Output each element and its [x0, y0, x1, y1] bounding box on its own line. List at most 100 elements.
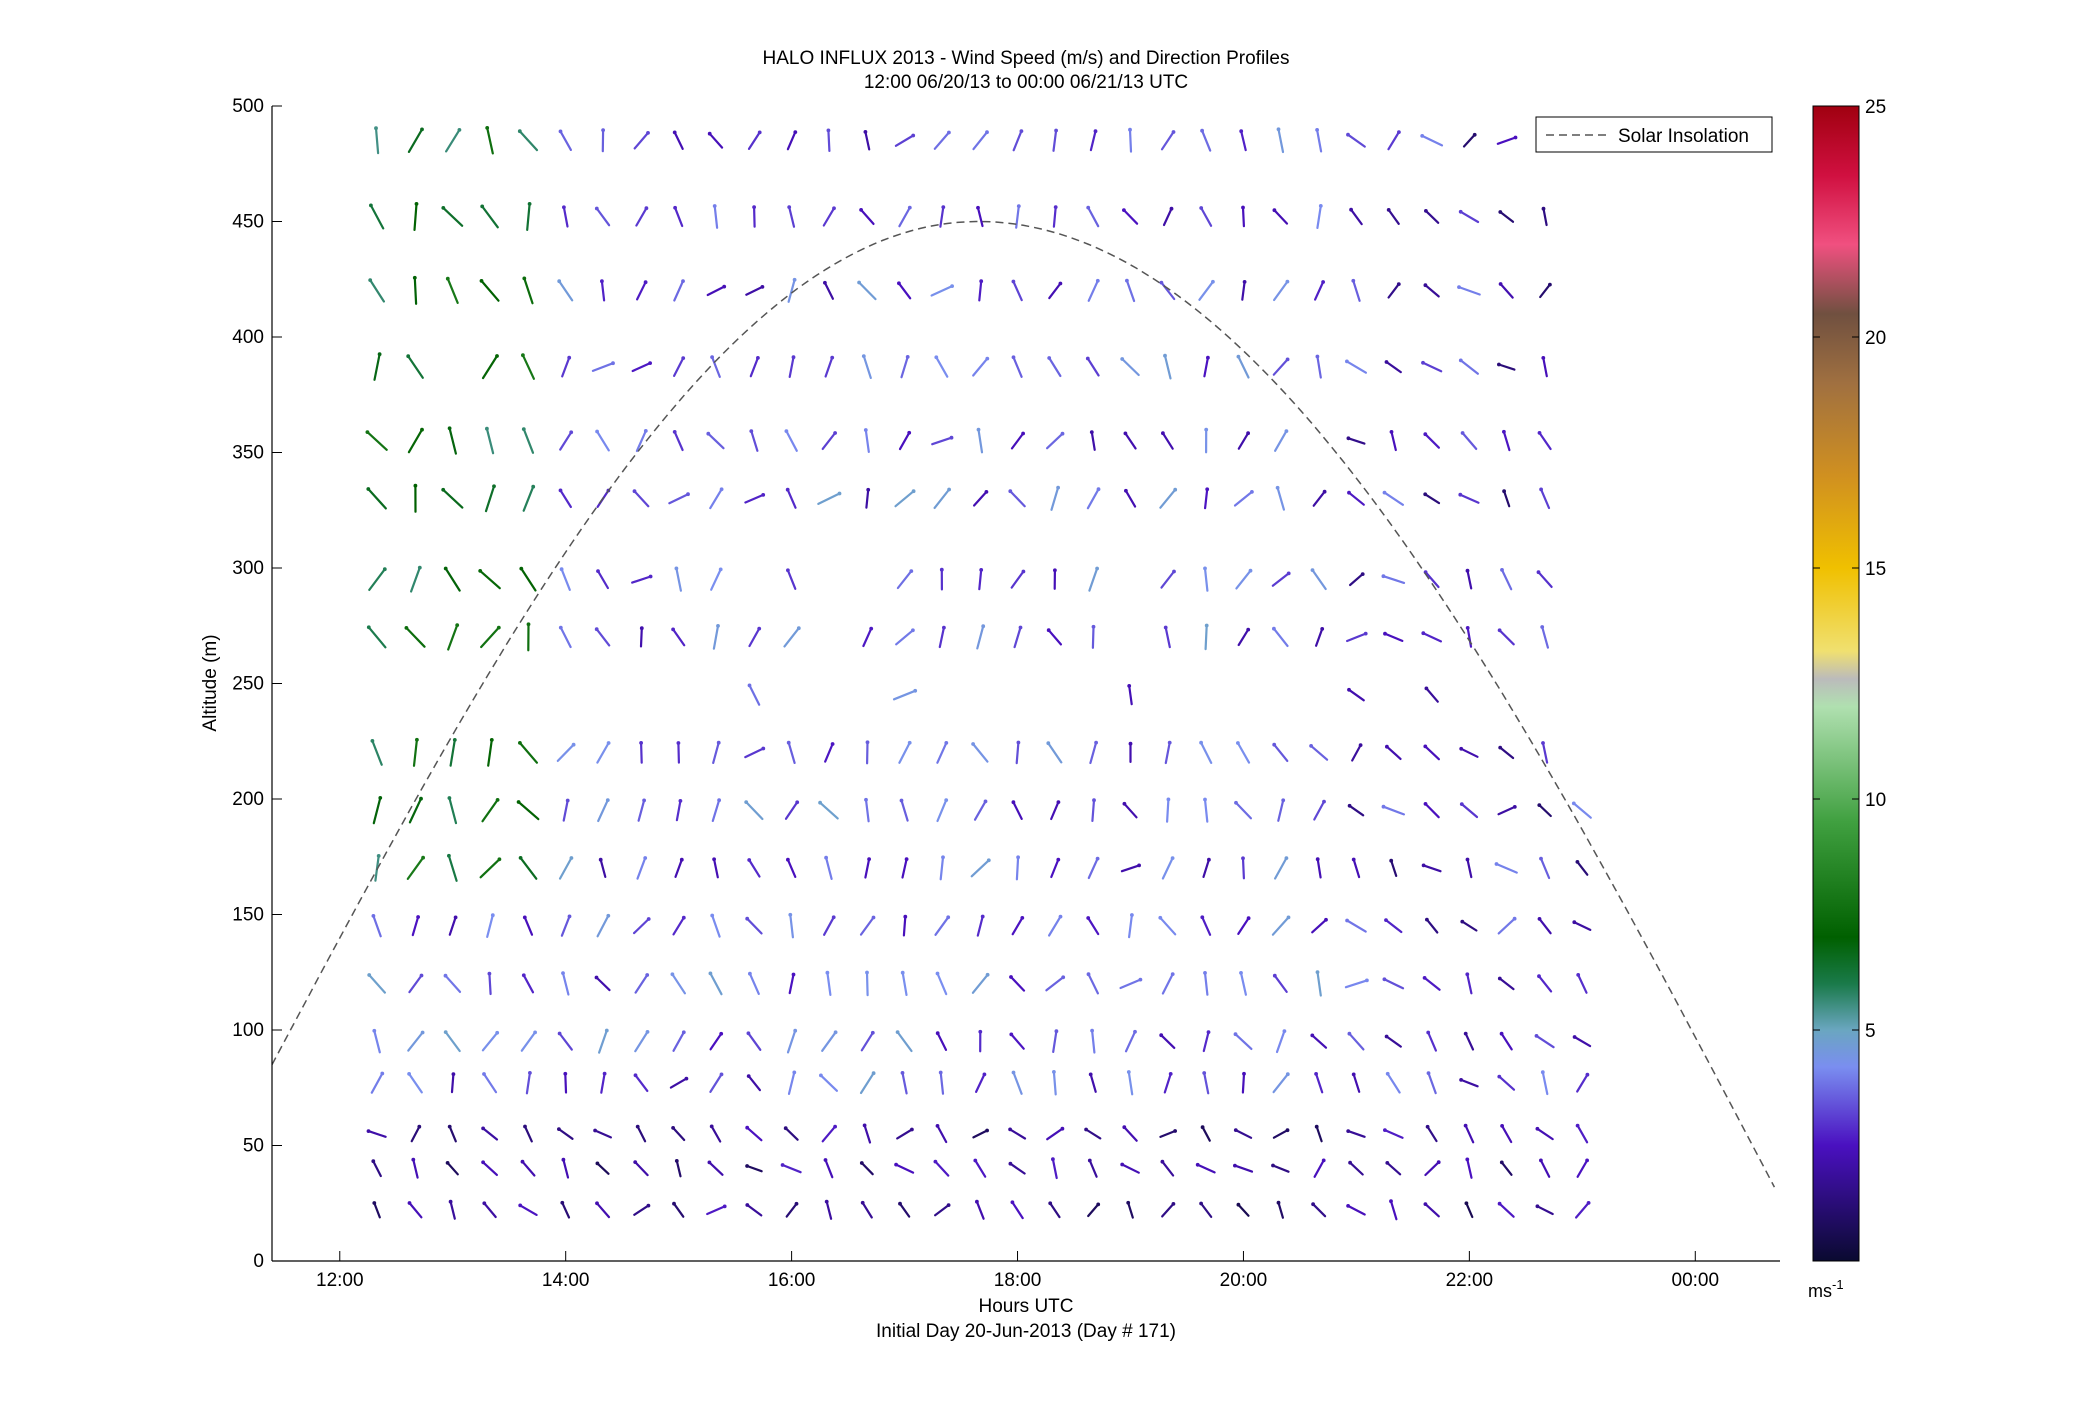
wind-barb: [1273, 856, 1289, 880]
wind-barb: [669, 1076, 689, 1089]
wind-barb-shaft: [373, 353, 381, 381]
wind-barb-shaft: [1573, 921, 1592, 932]
wind-barb-shaft: [1316, 204, 1322, 229]
wind-barb-shaft: [1461, 431, 1478, 450]
wind-barb-head: [443, 1030, 448, 1034]
wind-barb-shaft: [444, 1030, 461, 1053]
wind-barb-shaft: [1537, 571, 1553, 589]
wind-barb: [1126, 1070, 1134, 1096]
wind-barb-head: [531, 484, 536, 489]
x-axis-ticks: 12:00 14:00 16:00 18:00 20:00 22:00 00:00: [316, 1251, 1719, 1291]
wind-barb-shaft: [442, 488, 464, 509]
wind-barb-shaft: [1048, 356, 1062, 378]
wind-barb-head: [521, 427, 526, 431]
wind-barb-shaft: [1427, 1071, 1437, 1095]
wind-barb-head: [490, 913, 495, 918]
wind-barb-shaft: [1241, 280, 1246, 301]
wind-barb-shaft: [1423, 976, 1441, 991]
wind-barb: [1349, 207, 1363, 226]
wind-barb: [373, 352, 382, 381]
wind-barb-shaft: [1234, 1128, 1253, 1139]
wind-barb: [561, 971, 570, 996]
wind-barb-head: [605, 798, 610, 802]
wind-barb-shaft: [367, 487, 387, 510]
wind-barb: [595, 429, 610, 452]
wind-barb-shaft: [413, 276, 418, 305]
wind-barb-head: [982, 1072, 987, 1077]
wind-barb-shaft: [1237, 1203, 1250, 1217]
wind-barb: [410, 1124, 422, 1143]
wind-barb: [1046, 1126, 1065, 1141]
wind-barb-shaft: [635, 281, 647, 301]
wind-barb: [1160, 569, 1176, 589]
wind-barb-head: [671, 627, 675, 632]
wind-barb: [1086, 487, 1101, 510]
wind-barb: [972, 490, 989, 507]
wind-barb: [1351, 278, 1361, 302]
wind-barb-shaft: [865, 971, 869, 997]
y-tick-label: 0: [253, 1251, 264, 1272]
wind-barb-head: [681, 915, 686, 920]
wind-barb-shaft: [1125, 279, 1136, 303]
wind-barb-shaft: [1273, 743, 1289, 763]
wind-barb-head: [526, 622, 531, 627]
wind-barb-shaft: [897, 282, 912, 300]
wind-barb: [447, 426, 457, 455]
wind-barb-head: [1460, 919, 1465, 924]
wind-barb-shaft: [817, 492, 841, 505]
wind-barb-shaft: [1122, 209, 1139, 225]
wind-barb: [1011, 279, 1023, 302]
wind-barb-head: [941, 205, 946, 210]
wind-barb: [1272, 1072, 1290, 1094]
wind-barb-shaft: [447, 854, 458, 882]
wind-barb-shaft: [824, 742, 834, 763]
wind-barb-shaft: [413, 202, 418, 231]
wind-barb-head: [1060, 1126, 1065, 1131]
wind-barb: [1048, 1201, 1061, 1219]
wind-barb-shaft: [785, 1202, 798, 1218]
wind-barb-head: [407, 1072, 411, 1076]
wind-barb-head: [865, 970, 869, 975]
wind-barb: [1459, 746, 1479, 758]
wind-barb: [594, 975, 611, 992]
wind-barb-shaft: [972, 357, 989, 377]
wind-barb-shaft: [1576, 1159, 1589, 1178]
wind-barb: [857, 280, 877, 301]
wind-barb-shaft: [480, 626, 500, 649]
wind-barb: [1351, 743, 1363, 762]
wind-barb-shaft: [1009, 1162, 1026, 1175]
wind-barb-head: [1423, 283, 1428, 288]
wind-barb-shaft: [672, 916, 685, 936]
wind-barb: [1090, 1028, 1096, 1054]
wind-barb-head: [443, 566, 448, 571]
wind-barb-head: [1236, 741, 1240, 745]
wind-barb: [972, 130, 989, 151]
wind-barb: [786, 857, 797, 879]
wind-barb-shaft: [974, 1159, 987, 1178]
wind-barb-head: [1284, 429, 1289, 433]
wind-barb-head: [1314, 1124, 1319, 1129]
wind-barb-shaft: [369, 204, 385, 230]
wind-barb-shaft: [631, 362, 652, 373]
wind-barb-head: [1281, 798, 1286, 803]
wind-barb: [1423, 1202, 1440, 1218]
wind-barb-head: [478, 569, 483, 573]
wind-barb-shaft: [1311, 568, 1327, 591]
wind-barb-head: [985, 356, 990, 361]
wind-barb-head: [485, 426, 489, 431]
wind-barb-head: [596, 569, 600, 573]
wind-barb: [521, 353, 536, 380]
wind-barb-head: [1423, 432, 1428, 437]
wind-barb-head: [1126, 1200, 1131, 1205]
wind-barb-shaft: [1049, 1202, 1061, 1219]
wind-barb-head: [1382, 977, 1387, 982]
wind-barb-head: [479, 279, 484, 283]
wind-barb: [1315, 127, 1323, 153]
wind-barb-shaft: [1237, 628, 1250, 647]
wind-barb-shaft: [479, 858, 501, 879]
wind-barb-head: [935, 1031, 940, 1036]
wind-barb: [748, 971, 760, 996]
wind-barb-shaft: [1497, 917, 1516, 935]
wind-barb: [1313, 280, 1325, 301]
wind-barb-head: [939, 567, 944, 572]
